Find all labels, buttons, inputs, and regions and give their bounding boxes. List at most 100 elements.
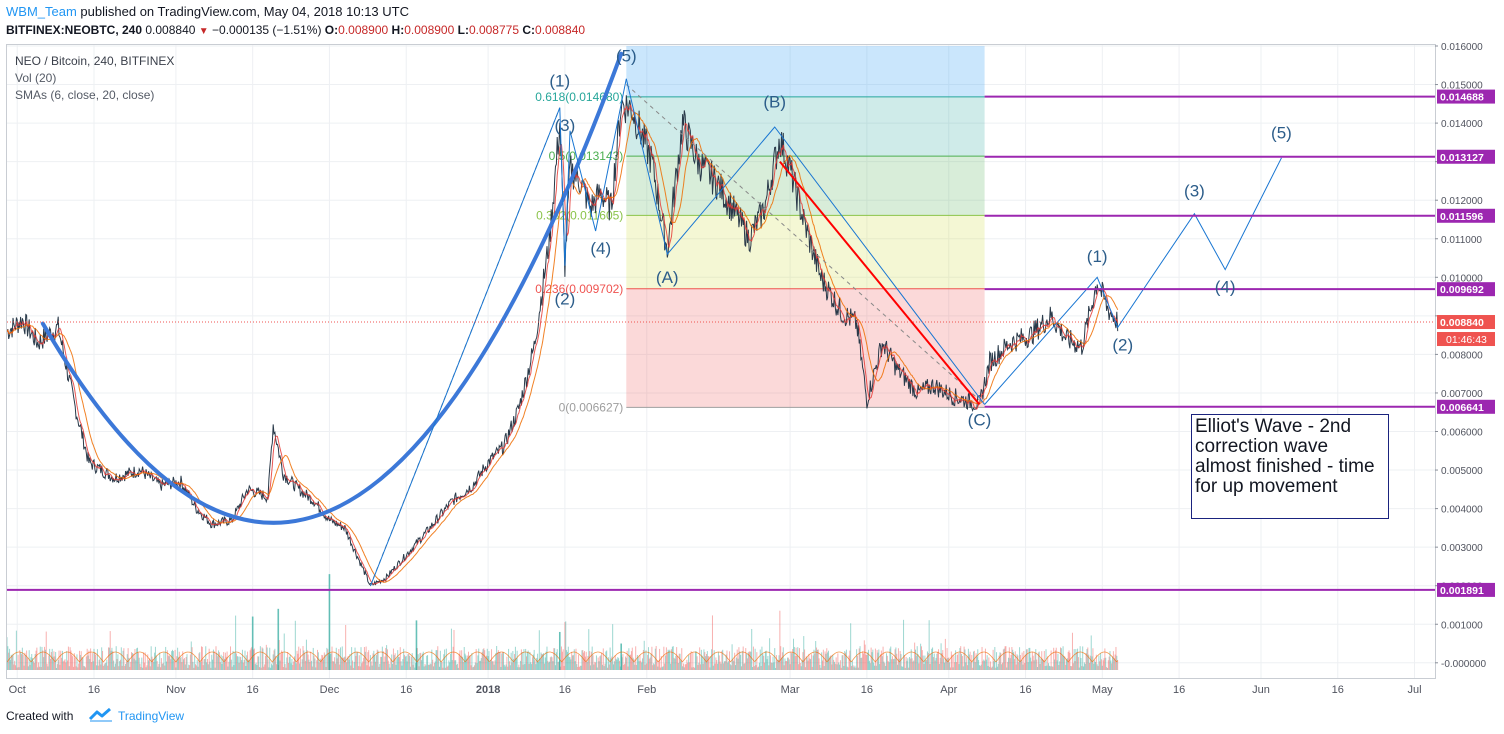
volume-bar (432, 659, 434, 670)
volume-bar (1055, 647, 1057, 670)
volume-bar (118, 666, 120, 670)
volume-bar (819, 664, 821, 670)
volume-bar (351, 647, 353, 670)
volume-bar (72, 656, 74, 670)
volume-bar (352, 667, 354, 670)
volume-bar (288, 662, 290, 670)
volume-bar (683, 667, 685, 670)
volume-bar (980, 664, 982, 670)
volume-bar (82, 657, 84, 670)
volume-bar (505, 664, 507, 670)
volume-bar (170, 659, 172, 670)
volume-bar (376, 649, 378, 670)
volume-bar (1032, 655, 1034, 670)
volume-bar (673, 657, 675, 670)
volume-bar (635, 646, 637, 670)
volume-bar (195, 664, 197, 670)
volume-bar (671, 646, 673, 670)
volume-bar (973, 650, 975, 670)
volume-bar (533, 649, 535, 670)
volume-bar (834, 663, 836, 670)
volume-bar (897, 648, 899, 670)
volume-bar (898, 658, 900, 670)
x-tick-label: 16 (1019, 684, 1031, 696)
volume-bar (594, 661, 596, 670)
legend-smas[interactable]: SMAs (6, close, 20, close) (15, 88, 155, 102)
volume-bar (200, 662, 202, 670)
volume-bar (978, 665, 980, 670)
volume-bar (540, 652, 542, 670)
volume-bar (887, 661, 889, 670)
volume-bar (630, 651, 632, 670)
volume-bar (717, 651, 719, 670)
volume-bar (944, 638, 946, 670)
volume-bar (1026, 649, 1028, 670)
volume-bar (77, 667, 79, 670)
volume-bar (920, 646, 922, 670)
volume-bar (925, 660, 927, 670)
volume-bar (78, 663, 80, 670)
volume-bar (608, 664, 610, 670)
volume-bar (1115, 646, 1117, 670)
volume-bar (967, 665, 969, 670)
volume-bar (575, 648, 577, 670)
author-link[interactable]: WBM_Team (6, 4, 77, 19)
volume-bar (39, 646, 41, 670)
volume-bar (253, 648, 255, 670)
volume-bar (564, 622, 566, 670)
volume-bar (761, 646, 763, 670)
volume-bar (893, 658, 895, 670)
volume-spike (277, 608, 280, 670)
volume-bar (972, 667, 974, 670)
volume-bar (30, 657, 32, 670)
price-chart[interactable]: 0.618(0.014680) 0.5(0.013143) 0.382(0.0116… (0, 0, 1504, 700)
volume-bar (511, 662, 513, 670)
volume-bar (204, 658, 206, 670)
volume-bar (276, 656, 278, 670)
chart-pane-border[interactable] (6, 44, 1436, 679)
volume-bar (612, 624, 614, 670)
legend-title[interactable]: NEO / Bitcoin, 240, BITFINEX (15, 54, 175, 68)
legend-volume[interactable]: Vol (20) (15, 71, 57, 85)
volume-bar (329, 653, 331, 670)
volume-bar (1015, 664, 1017, 670)
volume-bar (1002, 662, 1004, 670)
volume-bar (324, 654, 326, 670)
volume-bar (126, 654, 128, 670)
volume-bar (740, 666, 742, 670)
volume-bar (728, 661, 730, 670)
volume-bar (844, 651, 846, 670)
volume-bar (41, 646, 43, 670)
volume-bar (990, 661, 992, 670)
volume-bar (369, 655, 371, 670)
volume-bar (506, 656, 508, 670)
volume-bar (993, 661, 995, 670)
volume-bar (153, 661, 155, 670)
tradingview-logo-icon (88, 707, 112, 722)
volume-bar (281, 650, 283, 670)
volume-bar (222, 656, 224, 670)
volume-bar (529, 651, 531, 670)
volume-bar (727, 662, 729, 670)
volume-bar (988, 657, 990, 670)
volume-bar (821, 652, 823, 670)
volume-bar (409, 666, 411, 670)
annotation-note[interactable]: Elliot's Wave - 2nd correction wave almo… (1191, 414, 1389, 519)
volume-bar (300, 666, 302, 670)
volume-bar (1037, 652, 1039, 670)
volume-bar (1089, 662, 1091, 670)
volume-bar (404, 656, 406, 670)
volume-bar (318, 662, 320, 670)
volume-bar (455, 660, 457, 670)
volume-bar (1072, 663, 1074, 670)
volume-bar (589, 651, 591, 670)
volume-bar (392, 648, 394, 670)
volume-bar (130, 661, 132, 670)
wave-label: (1) (1087, 247, 1108, 266)
tradingview-link[interactable]: TradingView (118, 709, 185, 723)
volume-bar (66, 650, 68, 670)
volume-bar (1008, 647, 1010, 670)
volume-bar (735, 665, 737, 670)
x-tick-label: 16 (1332, 684, 1344, 696)
open-label: O: (324, 23, 339, 37)
